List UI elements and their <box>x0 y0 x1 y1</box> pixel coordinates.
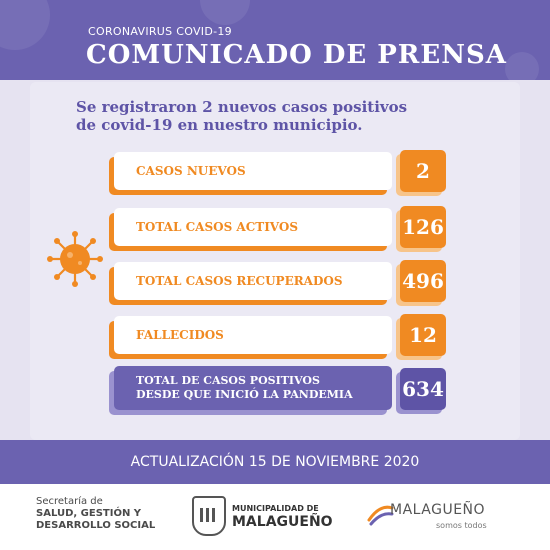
stat-value-box: 12 <box>400 314 446 356</box>
intro-line-1: Se registraron 2 nuevos casos positivos <box>76 98 408 116</box>
muni-top-text: MUNICIPALIDAD DE <box>232 504 319 513</box>
swoosh-icon <box>367 505 394 526</box>
virus-icon <box>47 231 103 287</box>
intro-line-2: de covid-19 en nuestro municipio. <box>76 116 363 134</box>
total-label-line-1: TOTAL DE CASOS POSITIVOS <box>136 374 320 387</box>
stat-label: TOTAL CASOS RECUPERADOS <box>136 274 343 288</box>
stat-value-box: 496 <box>400 260 446 302</box>
stat-row-fallecidos: FALLECIDOS <box>114 316 392 354</box>
stat-label: FALLECIDOS <box>136 328 224 342</box>
brand-logo: MALAGUEÑO somos todos <box>366 496 516 536</box>
header-banner: CORONAVIRUS COVID-19 COMUNICADO DE PRENS… <box>0 0 550 80</box>
brand-tagline: somos todos <box>436 521 487 530</box>
virus-decoration-icon <box>200 0 250 25</box>
stat-value-box: 2 <box>400 150 446 192</box>
total-value: 634 <box>402 377 444 401</box>
update-date: ACTUALIZACIÓN 15 DE NOVIEMBRE 2020 <box>130 454 420 470</box>
stat-value: 12 <box>409 323 437 347</box>
total-label-line-2: DESDE QUE INICIÓ LA PANDEMIA <box>136 388 353 401</box>
stat-value: 496 <box>402 269 444 293</box>
update-bar: ACTUALIZACIÓN 15 DE NOVIEMBRE 2020 <box>0 440 550 484</box>
footer: Secretaría de SALUD, GESTIÓN Y DESARROLL… <box>0 484 550 550</box>
municipalidad-logo: MUNICIPALIDAD DE MALAGUEÑO <box>192 496 348 536</box>
virus-decoration-icon <box>505 52 539 80</box>
secretaria-line-2: SALUD, GESTIÓN Y <box>36 508 142 519</box>
virus-decoration-icon <box>0 0 50 50</box>
secretaria-logo: Secretaría de SALUD, GESTIÓN Y DESARROLL… <box>36 496 155 532</box>
stat-value: 2 <box>416 159 430 183</box>
page-title: COMUNICADO DE PRENSA <box>86 40 507 70</box>
secretaria-line-1: Secretaría de <box>36 496 103 507</box>
stat-value-box: 126 <box>400 206 446 248</box>
total-label: TOTAL DE CASOS POSITIVOS DESDE QUE INICI… <box>136 374 353 402</box>
total-row: TOTAL DE CASOS POSITIVOS DESDE QUE INICI… <box>114 366 392 410</box>
stat-label: CASOS NUEVOS <box>136 164 246 178</box>
total-value-box: 634 <box>400 368 446 410</box>
secretaria-line-3: DESARROLLO SOCIAL <box>36 520 156 531</box>
brand-name: MALAGUEÑO <box>390 502 486 518</box>
shield-icon <box>192 496 226 536</box>
intro-text: Se registraron 2 nuevos casos positivos … <box>76 98 506 134</box>
stat-label: TOTAL CASOS ACTIVOS <box>136 220 299 234</box>
stat-value: 126 <box>402 215 444 239</box>
stat-row-casos-nuevos: CASOS NUEVOS <box>114 152 392 190</box>
muni-name: MALAGUEÑO <box>232 514 333 530</box>
stat-row-total-casos-recuperados: TOTAL CASOS RECUPERADOS <box>114 262 392 300</box>
header-subtitle: CORONAVIRUS COVID-19 <box>88 25 232 38</box>
stat-row-total-casos-activos: TOTAL CASOS ACTIVOS <box>114 208 392 246</box>
